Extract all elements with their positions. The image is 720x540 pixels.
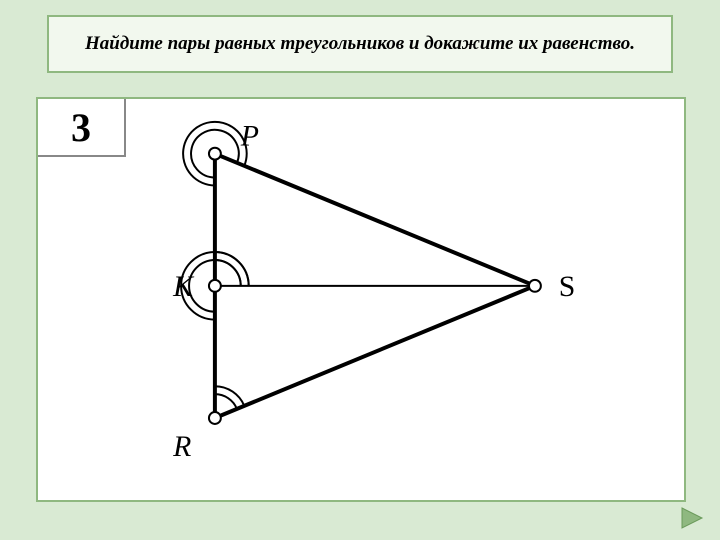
next-button[interactable] (678, 506, 706, 530)
title-text: Найдите пары равных треугольников и дока… (85, 32, 635, 57)
svg-text:R: R (172, 430, 191, 463)
triangle-right-icon (678, 506, 706, 530)
title-panel: Найдите пары равных треугольников и дока… (47, 15, 673, 73)
geometry-diagram: P K R S (38, 99, 684, 502)
svg-text:S: S (559, 270, 576, 303)
svg-text:K: K (172, 270, 195, 303)
diagram-panel: 3 PKRS (36, 97, 686, 502)
svg-text:P: P (240, 120, 259, 153)
